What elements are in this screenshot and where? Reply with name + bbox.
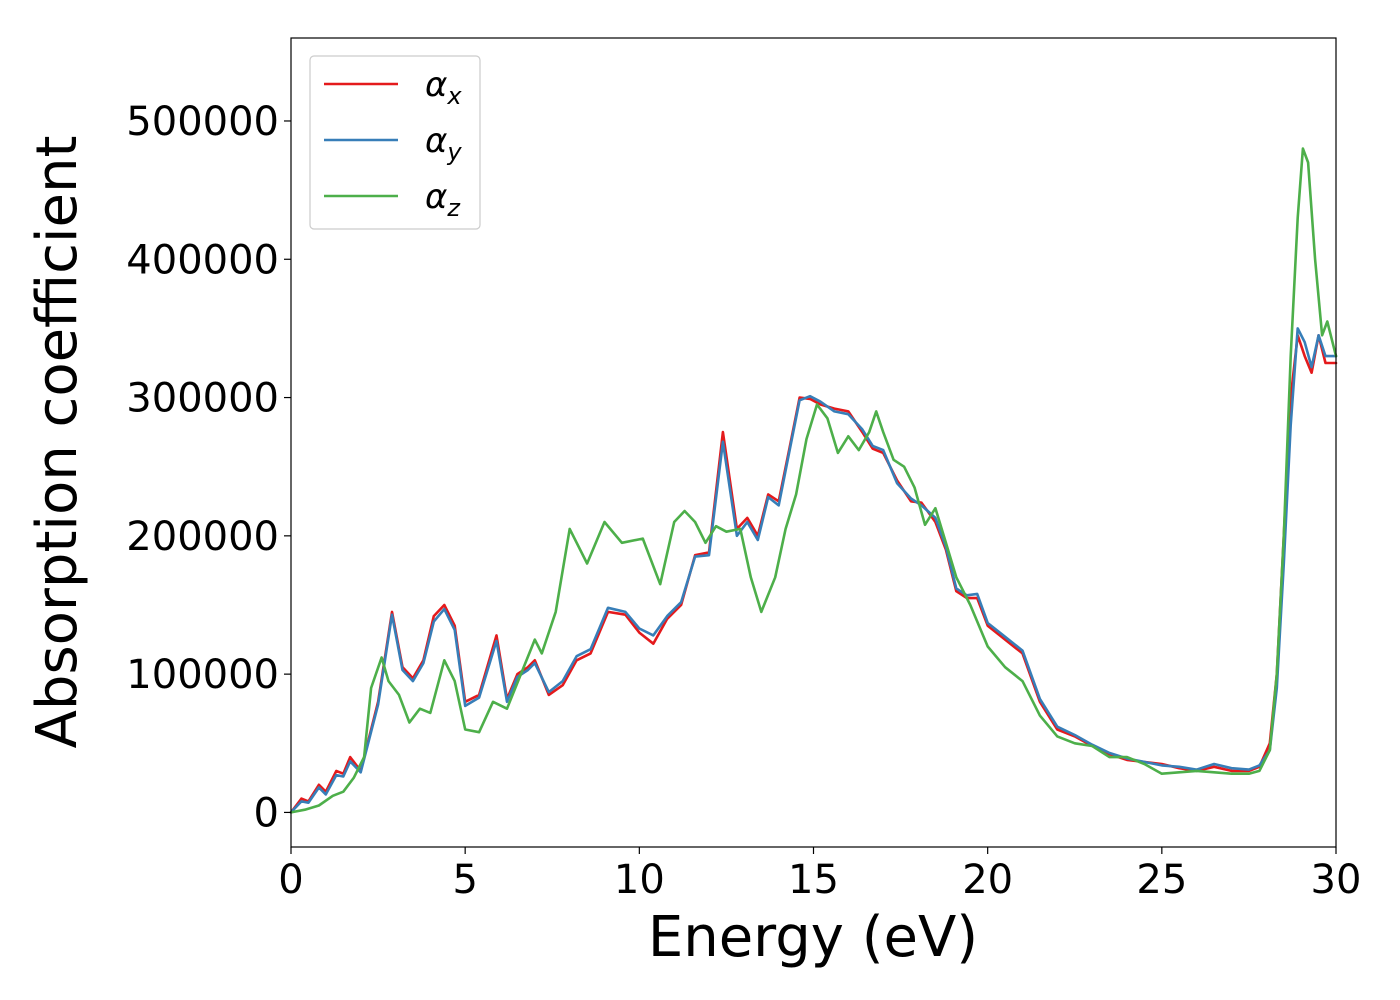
legend-label-alpha-x: αx (425, 65, 462, 110)
x-tick-label: 10 (614, 857, 665, 903)
x-axis-ticks: 0 5 10 15 20 25 30 (278, 847, 1361, 903)
plot-area (289, 147, 1338, 814)
y-axis-ticks: 0 100000 200000 300000 400000 500000 (126, 99, 291, 836)
legend-label-subscript: z (446, 194, 461, 222)
legend-label-symbol: α (425, 121, 447, 161)
legend-label-symbol: α (425, 177, 447, 217)
y-axis-label: Absorption coefficient (25, 136, 90, 749)
legend-label-symbol: α (425, 65, 447, 105)
legend-box (309, 55, 481, 230)
y-tick-label: 400000 (126, 237, 279, 283)
y-tick-label: 300000 (126, 376, 279, 422)
x-tick-label: 0 (278, 857, 303, 903)
y-tick-label: 100000 (126, 652, 279, 698)
x-tick-label: 25 (1136, 857, 1187, 903)
legend-label-subscript: y (446, 138, 462, 166)
x-tick-label: 15 (788, 857, 839, 903)
x-tick-label: 20 (962, 857, 1013, 903)
legend-label-alpha-y: αy (425, 121, 462, 166)
legend-label-subscript: x (446, 82, 462, 110)
y-tick-label: 200000 (126, 514, 279, 560)
x-tick-label: 5 (452, 857, 477, 903)
legend-label-alpha-z: αz (425, 177, 461, 222)
y-tick-label: 0 (254, 790, 279, 836)
y-tick-label: 500000 (126, 99, 279, 145)
series-line-alpha-z (289, 147, 1338, 814)
x-axis-label: Energy (eV) (648, 905, 978, 970)
x-tick-label: 30 (1311, 857, 1362, 903)
series-line-alpha-y (289, 327, 1338, 814)
